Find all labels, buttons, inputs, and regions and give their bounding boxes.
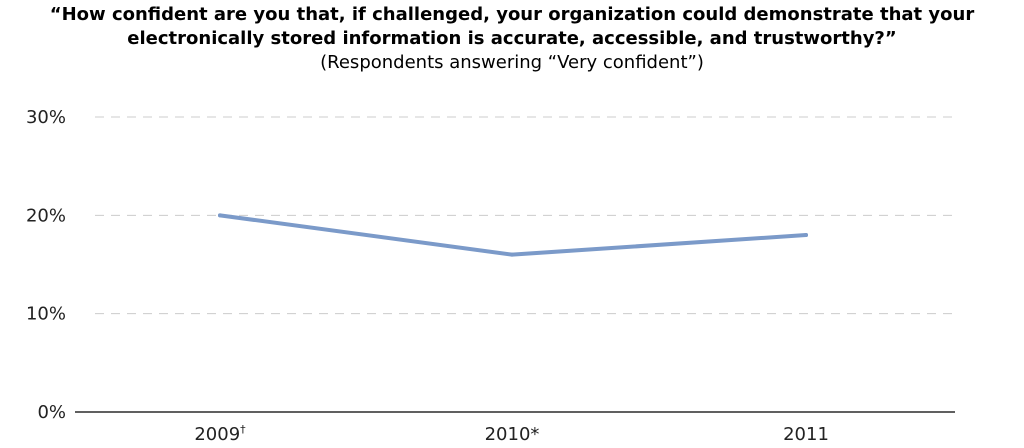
chart-title-line-1: “How confident are you that, if challeng…: [49, 4, 975, 25]
chart-title-line-2: electronically stored information is acc…: [127, 28, 897, 49]
y-tick-label-10: 10%: [26, 304, 66, 325]
data-point-2010: [510, 252, 514, 257]
chart-title-block: “How confident are you that, if challeng…: [0, 0, 1024, 75]
y-tick-label-30: 30%: [26, 107, 66, 128]
x-tick-label-2011: 2011: [783, 424, 829, 445]
x-tick-label-2009: 2009†: [194, 423, 246, 445]
data-point-2009: [218, 213, 222, 218]
series-line-0: [218, 213, 808, 257]
x-tick-label-2010: 2010*: [485, 424, 540, 445]
chart-subtitle: (Respondents answering “Very confident”): [320, 52, 704, 73]
data-point-2011: [804, 233, 808, 237]
y-tick-label-20: 20%: [26, 205, 66, 226]
y-tick-label-0: 0%: [37, 402, 66, 423]
